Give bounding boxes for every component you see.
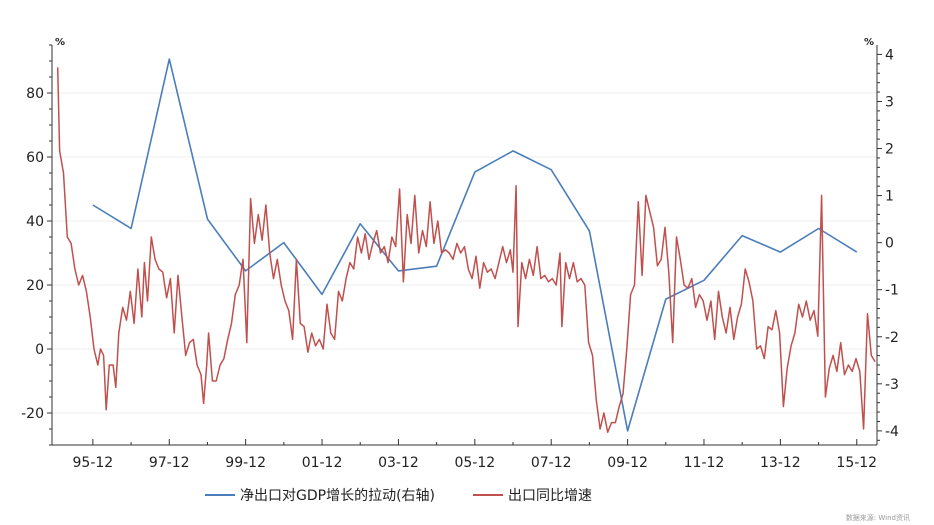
x-axis: 95-12 97-12 99-12 01-12 03-12 05-12 07-12 09-12… bbox=[52, 439, 877, 471]
right-axis-tick-label: -3 bbox=[885, 377, 899, 393]
right-axis-tick-label: 4 bbox=[885, 47, 894, 63]
right-axis-tick-label: 1 bbox=[885, 189, 894, 205]
left-axis-tick-label: 40 bbox=[26, 214, 44, 230]
x-axis-tick-label: 09-12 bbox=[607, 455, 648, 471]
series-layer bbox=[56, 58, 876, 433]
x-axis-tick-label: 13-12 bbox=[760, 455, 801, 471]
left-axis-tick-label: 20 bbox=[26, 278, 44, 294]
x-axis-tick-label: 15-12 bbox=[836, 455, 877, 471]
series-line-export-growth bbox=[56, 67, 876, 433]
legend-item-export-growth-label: 出口同比增速 bbox=[508, 488, 592, 504]
x-axis-tick-label: 95-12 bbox=[73, 455, 114, 471]
left-axis-tick-label: 60 bbox=[26, 150, 44, 166]
horizontal-gridlines bbox=[52, 92, 877, 414]
x-axis-tick-label: 05-12 bbox=[454, 455, 495, 471]
left-axis-tick-label: 0 bbox=[35, 342, 44, 358]
source-note: 数据来源: Wind资讯 bbox=[846, 513, 910, 522]
left-axis-tick-label: 80 bbox=[26, 86, 44, 102]
right-axis-tick-label: 0 bbox=[885, 236, 894, 252]
right-axis-tick-label: 3 bbox=[885, 94, 894, 110]
right-y-axis: -4 -3 -2 -1 0 1 2 3 4% bbox=[864, 37, 899, 445]
left-y-axis: -20 0 20 40 60 80% bbox=[21, 37, 65, 446]
left-axis-unit: % bbox=[55, 37, 65, 48]
x-axis-tick-label: 07-12 bbox=[531, 455, 572, 471]
x-axis-tick-label: 11-12 bbox=[684, 455, 725, 471]
x-axis-tick-label: 97-12 bbox=[149, 455, 190, 471]
series-line-net-export-contribution bbox=[92, 58, 858, 432]
legend-item-net-export-label: 净出口对GDP增长的拉动(右轴) bbox=[240, 488, 435, 504]
right-axis-tick-label: -4 bbox=[885, 424, 899, 440]
left-axis-tick-label: -20 bbox=[21, 406, 44, 422]
right-axis-tick-label: -2 bbox=[885, 330, 899, 346]
right-axis-tick-label: -1 bbox=[885, 283, 899, 299]
x-axis-tick-label: 01-12 bbox=[302, 455, 343, 471]
x-axis-tick-label: 03-12 bbox=[378, 455, 419, 471]
x-axis-tick-label: 99-12 bbox=[225, 455, 266, 471]
right-axis-tick-label: 2 bbox=[885, 142, 894, 158]
right-axis-unit: % bbox=[864, 37, 874, 48]
legend: 净出口对GDP增长的拉动(右轴) 出口同比增速 bbox=[205, 488, 592, 504]
